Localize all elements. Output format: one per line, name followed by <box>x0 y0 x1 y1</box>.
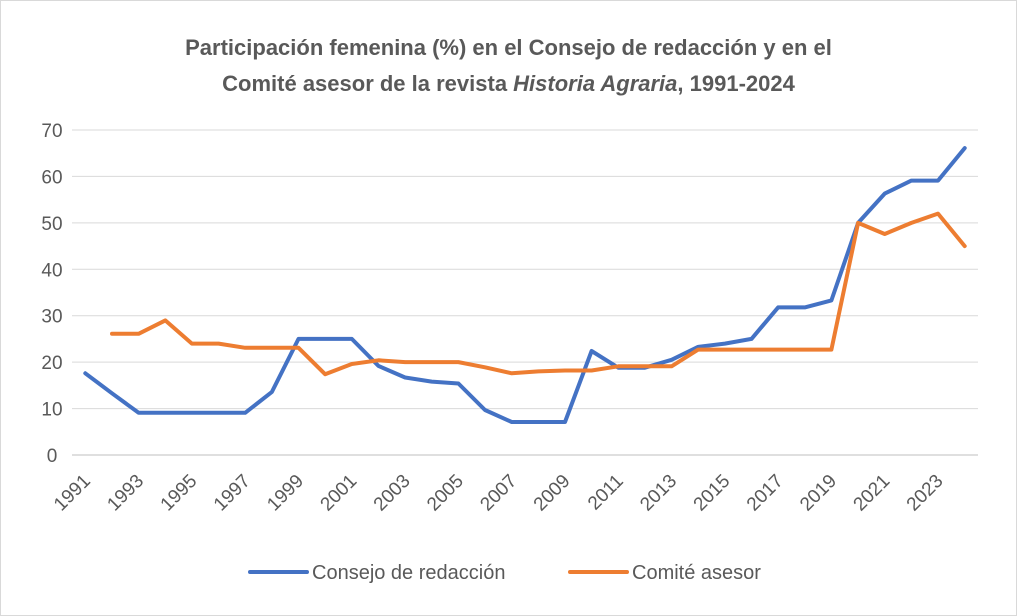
chart-title: Participación femenina (%) en el Consejo… <box>0 30 1017 102</box>
legend: Consejo de redacción Comité asesor <box>248 562 761 584</box>
chart-title-journal: Historia Agraria <box>513 71 678 96</box>
x-tick-label: 2003 <box>370 471 415 516</box>
x-tick-label: 1991 <box>50 471 95 516</box>
x-tick-label: 2023 <box>903 471 948 516</box>
y-tick-label: 40 <box>41 260 62 281</box>
y-tick-label: 60 <box>41 167 62 188</box>
chart-title-part2: Comité asesor de la revista <box>222 71 514 96</box>
x-tick-label: 2001 <box>317 471 362 516</box>
gridlines <box>72 129 978 456</box>
x-tick-label: 2015 <box>690 471 735 516</box>
x-tick-label: 2013 <box>636 471 681 516</box>
x-tick-label: 2019 <box>796 471 841 516</box>
x-tick-label: 2011 <box>584 471 628 515</box>
series-line-comite <box>110 211 967 377</box>
series-lines <box>83 146 967 424</box>
x-tick-label: 2017 <box>743 471 788 516</box>
x-tick-label: 1997 <box>210 471 255 516</box>
x-tick-label: 2005 <box>423 471 468 516</box>
y-tick-label: 20 <box>41 353 62 374</box>
y-tick-label: 10 <box>41 400 62 421</box>
chart-title-line-1: Participación femenina (%) en el Consejo… <box>185 35 832 60</box>
series-line-consejo <box>83 146 967 424</box>
x-tick-label: 2021 <box>850 471 895 516</box>
x-tick-label: 1999 <box>263 471 308 516</box>
y-tick-label: 70 <box>41 121 62 142</box>
x-tick-label: 1995 <box>157 471 202 516</box>
x-axis-ticks: 1991 1993 1995 1997 1999 2001 2003 2005 2007 2009… <box>50 471 947 516</box>
y-tick-label: 30 <box>41 307 62 328</box>
chart-title-line-2: Comité asesor de la revista Historia Agr… <box>0 66 1017 102</box>
chart-title-part3: , 1991-2024 <box>677 71 795 96</box>
legend-label: Consejo de redacción <box>312 562 505 584</box>
legend-label: Comité asesor <box>632 562 761 584</box>
x-tick-label: 1993 <box>103 471 148 516</box>
y-tick-label: 50 <box>41 214 62 235</box>
x-tick-label: 2007 <box>476 471 521 516</box>
x-tick-label: 2009 <box>530 471 575 516</box>
y-axis-ticks: 0 10 20 30 40 50 60 70 <box>41 121 62 467</box>
y-tick-label: 0 <box>47 446 58 467</box>
